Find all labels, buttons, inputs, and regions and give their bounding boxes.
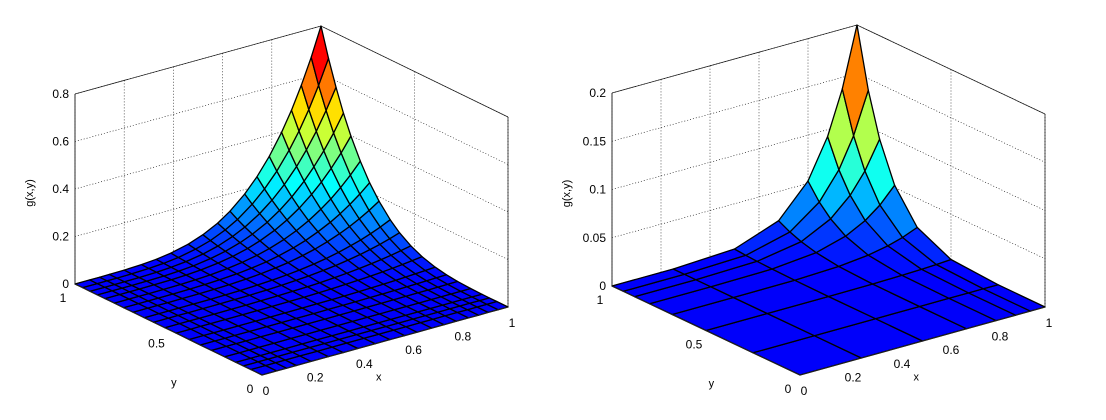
x-tick-label: 0.6 [405,343,422,357]
x-tick-label: 1 [509,316,516,330]
x-tick-label: 0.8 [992,330,1009,344]
y-axis-label: y [709,378,715,390]
z-tick-label: 0.2 [589,86,606,100]
z-tick-label: 0.2 [52,230,69,244]
surface-plot-right: 00.20.40.60.8100.5100.050.10.150.2xyg(x,… [561,24,1053,398]
x-axis-label: x [376,371,382,383]
surface [74,25,509,376]
z-tick-label: 0.6 [52,135,69,149]
surface-patch [310,25,330,86]
y-tick-label: 1 [60,291,67,305]
x-tick-label: 0.4 [356,357,373,371]
surface [611,24,1046,376]
y-axis-label: y [171,377,177,389]
z-tick-label: 0.05 [583,231,607,245]
axes: 00.20.40.60.8100.5100.050.10.150.2xyg(x,… [561,86,1053,398]
x-tick-label: 0.2 [307,370,324,384]
z-tick-label: 0 [62,277,69,291]
x-tick-label: 0 [801,384,808,398]
x-tick-label: 0.8 [454,330,471,344]
x-tick-label: 0.2 [845,370,862,384]
y-tick-label: 0 [247,382,254,396]
z-tick-label: 0 [599,279,606,293]
z-tick-label: 0.8 [52,87,69,101]
y-tick-label: 1 [597,293,604,307]
y-tick-label: 0.5 [148,337,165,351]
surface-patch [841,24,869,137]
z-tick-label: 0.4 [52,182,69,196]
x-tick-label: 0.4 [894,357,911,371]
z-tick-label: 0.15 [583,134,607,148]
x-axis-label: x [914,371,920,383]
z-axis-label: g(x,y) [561,180,573,208]
x-tick-label: 0.6 [943,343,960,357]
x-tick-label: 0 [263,384,270,398]
y-tick-label: 0 [785,382,792,396]
z-axis-label: g(x,y) [24,179,36,207]
y-tick-label: 0.5 [686,338,703,352]
z-tick-label: 0.1 [589,183,606,197]
x-tick-label: 1 [1046,316,1053,330]
